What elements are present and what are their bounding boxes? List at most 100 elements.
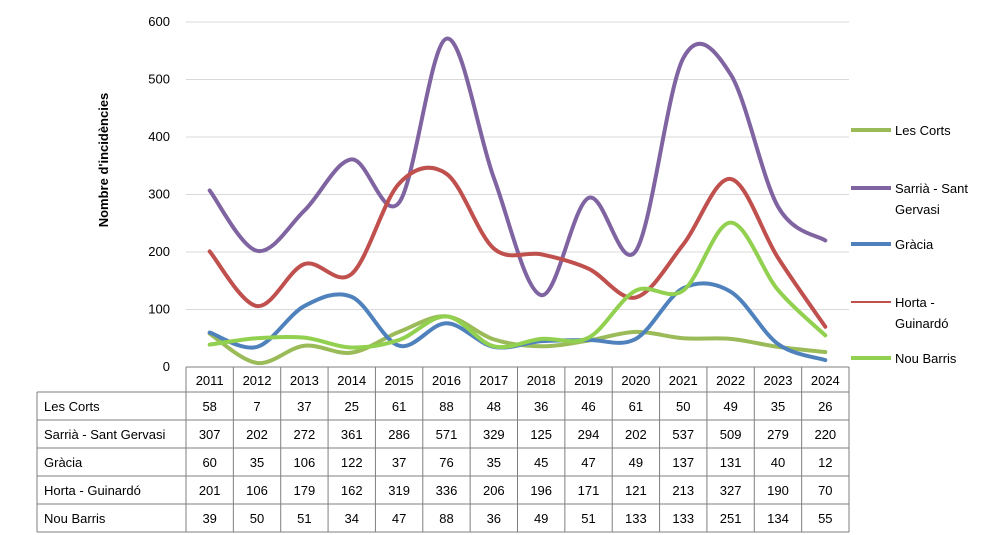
table-cell: 206 [483,483,505,498]
x-tick-label: 2012 [243,373,272,388]
x-tick-label: 2022 [716,373,745,388]
table-cell: 179 [294,483,316,498]
y-tick-label: 100 [148,302,170,317]
legend-label: Nou Barris [895,351,957,366]
table-cell: 60 [202,455,216,470]
table-cell: 294 [578,427,600,442]
data-table: 2011 2012 2013 2014 2015 2016 2017 2018 2019 2020… [36,366,850,533]
table-cell: 36 [487,511,501,526]
table-cell: 131 [720,455,742,470]
table-cell: 49 [723,399,737,414]
table-cell: 134 [767,511,789,526]
table-cell: 537 [672,427,694,442]
table-cell: 39 [202,511,216,526]
legend-label: Horta - [895,295,935,310]
table-cell: 133 [625,511,647,526]
table-cell: 76 [439,455,453,470]
table-cell: 45 [534,455,548,470]
table-cell: 336 [436,483,458,498]
x-tick-label: 2024 [811,373,840,388]
series-line [207,314,828,365]
x-tick-label: 2013 [290,373,319,388]
table-cell: 201 [199,483,221,498]
table-cell: 279 [767,427,789,442]
table-row-label: Sarrià - Sant Gervasi [44,427,165,442]
table-cell: 190 [767,483,789,498]
table-cell: 51 [297,511,311,526]
y-tick-label: 200 [148,244,170,259]
table-cell: 50 [676,399,690,414]
table-cell: 46 [581,399,595,414]
table-cell: 47 [581,455,595,470]
y-tick-label: 600 [148,14,170,29]
table-cell: 58 [202,399,216,414]
table-cell: 7 [253,399,260,414]
table-cell: 47 [392,511,406,526]
table-cell: 251 [720,511,742,526]
table-cell: 70 [818,483,832,498]
x-tick-label: 2011 [196,373,224,388]
table-cell: 202 [246,427,268,442]
table-cell: 220 [814,427,836,442]
table-cell: 61 [629,399,643,414]
table-cell: 137 [672,455,694,470]
table-cell: 35 [771,399,785,414]
legend-label: Sarrià - Sant [895,181,968,196]
table-cell: 329 [483,427,505,442]
table-row-label: Les Corts [44,399,100,414]
y-tick-label: 0 [163,359,170,374]
series-line [207,220,828,350]
x-tick-label: 2016 [432,373,461,388]
table-cell: 37 [392,455,406,470]
table-cell: 361 [341,427,363,442]
y-tick-label: 400 [148,129,170,144]
y-axis-label: Nombre d'incidències [96,93,111,228]
table-cell: 196 [530,483,552,498]
gridlines [186,21,849,368]
table-row-label: Horta - Guinardó [44,483,141,498]
table-cell: 133 [672,511,694,526]
y-tick-label: 300 [148,187,170,202]
table-cell: 106 [246,483,268,498]
table-cell: 571 [436,427,458,442]
legend-label: Gràcia [895,237,934,252]
x-tick-label: 2020 [621,373,650,388]
series-line [207,165,828,329]
table-cell: 37 [297,399,311,414]
x-tick-label: 2018 [527,373,556,388]
table-cell: 35 [487,455,501,470]
legend: Les Corts Sarrià - Sant Gervasi Gràcia Horta… [851,123,968,366]
table-cell: 34 [345,511,359,526]
series-line [207,281,828,363]
x-tick-label: 2021 [669,373,698,388]
table-cell: 327 [720,483,742,498]
legend-label: Gervasi [895,202,940,217]
series-line [207,36,828,298]
y-tick-label: 500 [148,72,170,87]
legend-label: Les Corts [895,123,951,138]
y-axis-ticks: 0 100 200 300 400 500 600 [148,14,170,374]
x-tick-label: 2017 [479,373,508,388]
table-cell: 48 [487,399,501,414]
table-cell: 88 [439,511,453,526]
table-cell: 40 [771,455,785,470]
table-cell: 88 [439,399,453,414]
table-cell: 35 [250,455,264,470]
x-tick-label: 2023 [764,373,793,388]
x-tick-label: 2019 [574,373,603,388]
legend-label: Guinardó [895,316,948,331]
x-tick-label: 2014 [337,373,366,388]
table-cell: 25 [345,399,359,414]
table-cell: 49 [629,455,643,470]
table-cell: 122 [341,455,363,470]
table-cell: 319 [388,483,410,498]
series-lines [207,36,828,365]
table-cell: 50 [250,511,264,526]
table-cell: 213 [672,483,694,498]
table-cell: 26 [818,399,832,414]
table-cell: 125 [530,427,552,442]
table-cell: 12 [818,455,832,470]
table-cell: 106 [294,455,316,470]
table-cell: 61 [392,399,406,414]
